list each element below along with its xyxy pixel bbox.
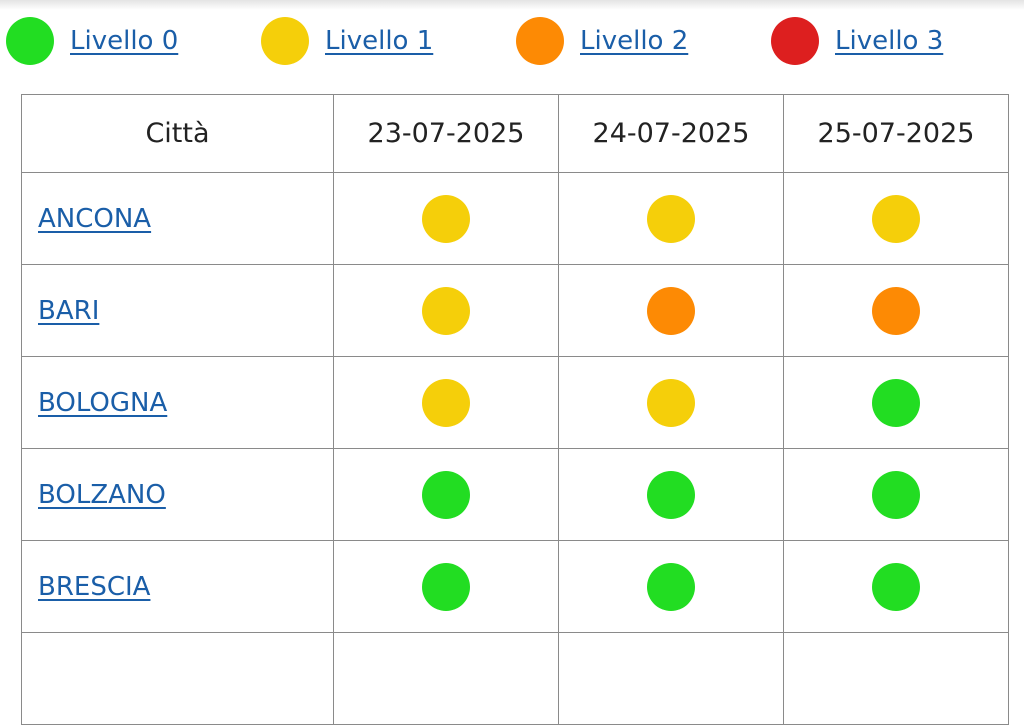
- city-cell: BOLZANO: [21, 448, 334, 541]
- legend-link-level-0[interactable]: Livello 0: [70, 26, 179, 56]
- level-indicator-icon: [872, 286, 920, 335]
- heat-level-table: Città 23-07-2025 24-07-2025 25-07-2025 A…: [21, 94, 1009, 725]
- city-cell: BRESCIA: [21, 540, 334, 633]
- city-cell: BARI: [21, 264, 334, 357]
- table-row: [21, 632, 1009, 725]
- level-cell: [558, 448, 784, 541]
- yellow-circle-icon: [261, 17, 309, 65]
- level-cell: [333, 172, 559, 265]
- city-cell: BOLOGNA: [21, 356, 334, 449]
- legend-link-level-1[interactable]: Livello 1: [325, 26, 434, 56]
- level-indicator-icon: [647, 286, 695, 335]
- level-legend: Livello 0 Livello 1 Livello 2 Livello 3: [0, 16, 1024, 66]
- city-cell: [21, 632, 334, 725]
- level-cell: [783, 540, 1009, 633]
- level-cell: [333, 632, 559, 725]
- level-indicator-icon: [647, 194, 695, 243]
- red-circle-icon: [771, 17, 819, 65]
- level-indicator-icon: [872, 562, 920, 611]
- level-cell: [558, 264, 784, 357]
- level-cell: [783, 448, 1009, 541]
- level-cell: [558, 632, 784, 725]
- level-cell: [333, 448, 559, 541]
- level-indicator-icon: [422, 470, 470, 519]
- level-indicator-icon: [647, 470, 695, 519]
- header-city: Città: [21, 94, 334, 173]
- city-link[interactable]: BOLOGNA: [38, 387, 168, 418]
- legend-item-level-0[interactable]: Livello 0: [6, 16, 178, 66]
- legend-item-level-3[interactable]: Livello 3: [771, 16, 943, 66]
- green-circle-icon: [6, 17, 54, 65]
- legend-link-level-3[interactable]: Livello 3: [835, 26, 944, 56]
- level-indicator-icon: [647, 378, 695, 427]
- city-link[interactable]: BARI: [38, 295, 100, 326]
- city-link[interactable]: BOLZANO: [38, 479, 166, 510]
- level-cell: [783, 632, 1009, 725]
- table-row: BOLZANO: [21, 448, 1009, 541]
- header-date: 24-07-2025: [558, 94, 784, 173]
- orange-circle-icon: [516, 17, 564, 65]
- level-indicator-icon: [872, 470, 920, 519]
- level-indicator-icon: [422, 286, 470, 335]
- legend-item-level-2[interactable]: Livello 2: [516, 16, 688, 66]
- level-cell: [558, 356, 784, 449]
- table-row: BARI: [21, 264, 1009, 357]
- level-indicator-icon: [422, 194, 470, 243]
- level-cell: [333, 264, 559, 357]
- level-cell: [558, 540, 784, 633]
- level-indicator-icon: [647, 562, 695, 611]
- header-date: 25-07-2025: [783, 94, 1009, 173]
- legend-item-level-1[interactable]: Livello 1: [261, 16, 433, 66]
- level-indicator-icon: [872, 378, 920, 427]
- level-indicator-icon: [872, 194, 920, 243]
- level-cell: [783, 264, 1009, 357]
- legend-link-level-2[interactable]: Livello 2: [580, 26, 689, 56]
- level-indicator-icon: [422, 378, 470, 427]
- table-row: BRESCIA: [21, 540, 1009, 633]
- level-cell: [333, 356, 559, 449]
- level-cell: [783, 356, 1009, 449]
- table-header-row: Città 23-07-2025 24-07-2025 25-07-2025: [21, 94, 1009, 173]
- table-row: BOLOGNA: [21, 356, 1009, 449]
- level-cell: [333, 540, 559, 633]
- top-shadow: [0, 0, 1024, 10]
- city-cell: ANCONA: [21, 172, 334, 265]
- level-cell: [783, 172, 1009, 265]
- city-link[interactable]: BRESCIA: [38, 571, 151, 602]
- city-link[interactable]: ANCONA: [38, 203, 152, 234]
- header-date: 23-07-2025: [333, 94, 559, 173]
- table-row: ANCONA: [21, 172, 1009, 265]
- level-cell: [558, 172, 784, 265]
- level-indicator-icon: [422, 562, 470, 611]
